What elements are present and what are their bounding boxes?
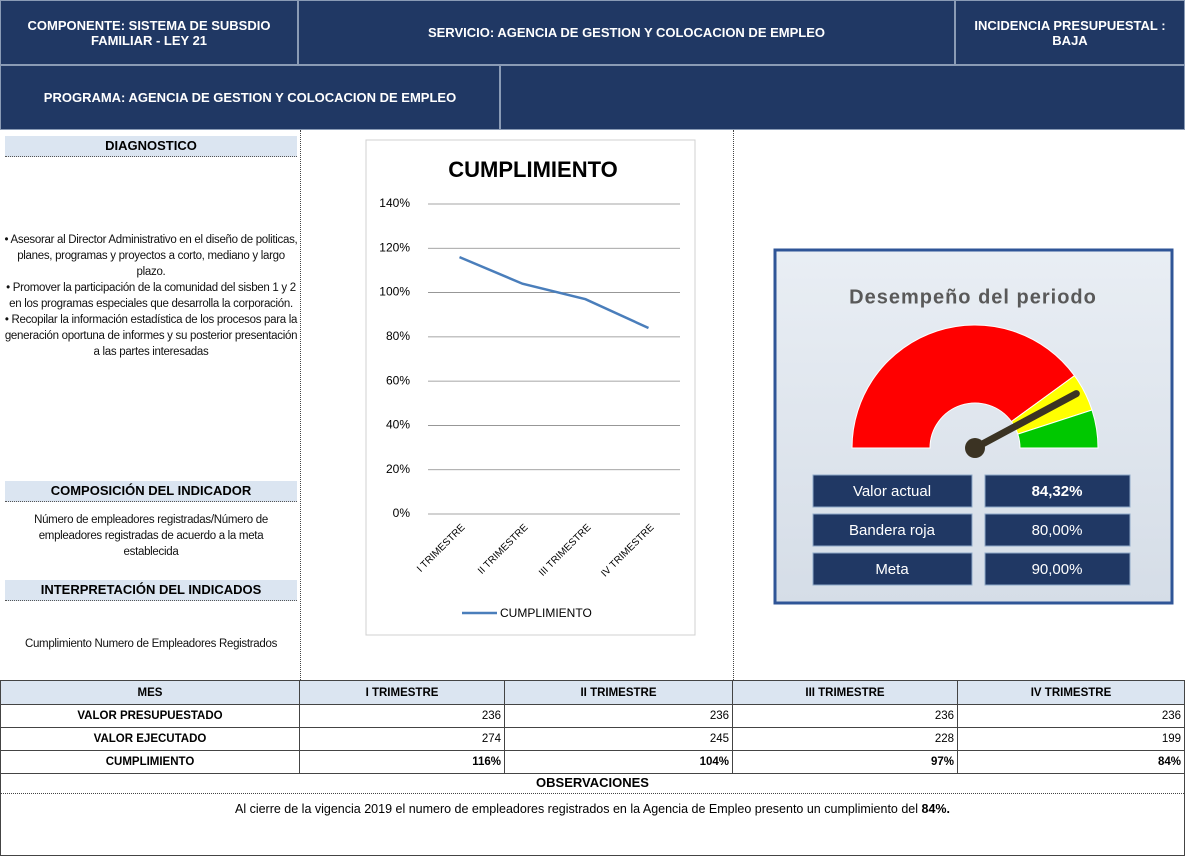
gauge-value: 84,32% — [1032, 483, 1083, 500]
header-incidencia: INCIDENCIA PRESUPUESTAL : BAJA — [955, 0, 1185, 65]
gauge-hub — [965, 438, 985, 458]
table-cell: 236 — [733, 705, 958, 728]
observations-text: Al cierre de la vigencia 2019 el numero … — [1, 802, 1184, 816]
y-tick-label: 100% — [379, 285, 410, 299]
diagnostic-item: • Recopilar la información estadística d… — [4, 314, 298, 358]
table-cell: 104% — [505, 751, 733, 774]
table-cell: 245 — [505, 728, 733, 751]
interpretation-text: Cumplimiento Numero de Empleadores Regis… — [24, 638, 278, 650]
table-cell: 236 — [958, 705, 1185, 728]
diagnostic-item: • Asesorar al Director Administrativo en… — [4, 234, 298, 278]
section-title: COMPOSICIÓN DEL INDICADOR — [5, 481, 297, 502]
divider — [300, 130, 301, 680]
table-cell: 199 — [958, 728, 1185, 751]
table-header-cell: III TRIMESTRE — [733, 680, 958, 705]
y-tick-label: 120% — [379, 240, 410, 254]
gauge-title: Desempeño del periodo — [849, 286, 1097, 308]
gauge-label: Valor actual — [853, 483, 931, 500]
gauge-value-box — [984, 552, 1131, 586]
y-tick-label: 20% — [386, 462, 410, 476]
table-cell: VALOR EJECUTADO — [0, 728, 300, 751]
chart-frame — [365, 139, 696, 636]
gauge-value-box — [984, 513, 1131, 547]
gauge-label-box — [812, 474, 973, 508]
composition-text: Número de empleadores registradas/Número… — [34, 514, 268, 558]
table-header-cell: II TRIMESTRE — [505, 680, 733, 705]
section-title: DIAGNOSTICO — [5, 136, 297, 157]
y-tick-label: 60% — [386, 373, 410, 387]
diagnostic-text: • Asesorar al Director Administrativo en… — [4, 232, 298, 360]
table-cell: 228 — [733, 728, 958, 751]
table-cell: CUMPLIMIENTO — [0, 751, 300, 774]
header-programa: PROGRAMA: AGENCIA DE GESTION Y COLOCACIO… — [0, 65, 500, 130]
y-tick-label: 140% — [379, 196, 410, 210]
line — [459, 255, 650, 330]
gauge-needle — [971, 390, 1080, 452]
chart-title: CUMPLIMIENTO — [448, 157, 617, 182]
gauge-value-box — [984, 474, 1131, 508]
gauge-band — [851, 324, 1076, 449]
text: Al cierre de la vigencia 2019 el numero … — [234, 802, 922, 816]
divider — [733, 130, 734, 680]
table-cell: 84% — [958, 751, 1185, 774]
gauge-label-box — [812, 513, 973, 547]
observations-title: OBSERVACIONES — [1, 773, 1184, 794]
gauge-label: Meta — [875, 561, 909, 578]
table-cell: 236 — [505, 705, 733, 728]
table-header-cell: IV TRIMESTRE — [958, 680, 1185, 705]
gauge-label: Bandera roja — [849, 522, 936, 539]
gauge-value: 90,00% — [1032, 561, 1083, 578]
diagnostic-item: • Promover la participación de la comuni… — [6, 282, 296, 310]
gauge-label-box — [812, 552, 973, 586]
header-blank — [500, 65, 1185, 130]
table-header-cell: I TRIMESTRE — [300, 680, 505, 705]
table-cell: 274 — [300, 728, 505, 751]
section-title: INTERPRETACIÓN DEL INDICADOS — [5, 580, 297, 601]
legend-label: CUMPLIMIENTO — [500, 606, 592, 620]
y-tick-label: 80% — [386, 329, 410, 343]
gauge-band — [1017, 409, 1099, 449]
table-cell: 236 — [300, 705, 505, 728]
observations: OBSERVACIONES Al cierre de la vigencia 2… — [0, 773, 1185, 856]
y-tick-label: 40% — [386, 418, 410, 432]
header-componente: COMPONENTE: SISTEMA DE SUBSDIO FAMILIAR … — [0, 0, 298, 65]
table-cell: VALOR PRESUPUESTADO — [0, 705, 300, 728]
table-cell: 116% — [300, 751, 505, 774]
charts: CUMPLIMIENTO Desempeño del periodo 0% 20%… — [365, 139, 1174, 636]
table-cell: 97% — [733, 751, 958, 774]
table-header-cell: MES — [0, 680, 300, 705]
gauge-value: 80,00% — [1032, 522, 1083, 539]
y-tick-label: 0% — [393, 506, 411, 520]
highlight: 84%. — [921, 802, 951, 816]
header-servicio: SERVICIO: AGENCIA DE GESTION Y COLOCACIO… — [298, 0, 955, 65]
